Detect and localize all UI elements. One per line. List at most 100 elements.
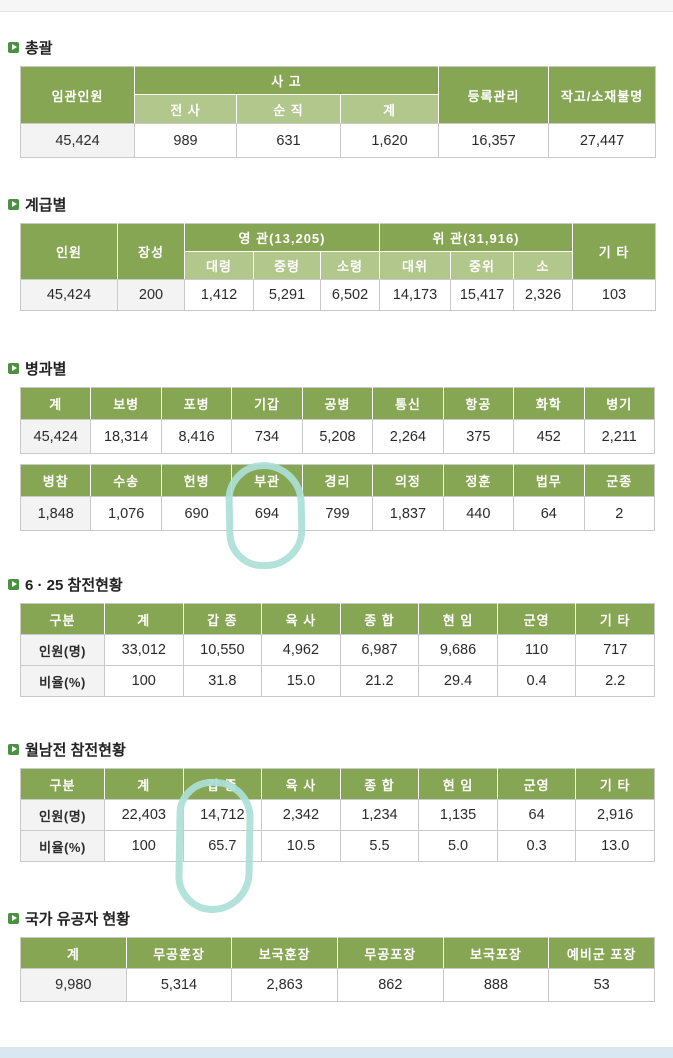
data-cell: 110 <box>496 634 577 666</box>
data-cell: 8,416 <box>160 419 233 454</box>
col-header: 통신 <box>372 387 444 420</box>
section-bullet-icon <box>8 362 19 374</box>
data-cell: 16,357 <box>438 123 549 158</box>
data-cell: 1,412 <box>184 279 254 311</box>
data-cell: 5.0 <box>418 830 498 862</box>
page-top-edge <box>0 0 673 12</box>
data-cell: 64 <box>513 496 585 531</box>
col-header-group: 영 관(13,205) <box>183 223 381 252</box>
data-cell: 14,712 <box>182 799 263 831</box>
data-cell: 5,291 <box>253 279 321 311</box>
col-header: 종 합 <box>339 768 420 800</box>
section-title-overall: 총괄 <box>8 38 655 57</box>
data-cell: 5.5 <box>339 830 420 862</box>
data-cell: 21.2 <box>339 665 420 697</box>
table-row: 1,848 1,076 690 694 799 1,837 440 64 2 <box>19 496 655 531</box>
col-subheader: 중위 <box>450 251 515 280</box>
data-cell: 1,135 <box>418 799 498 831</box>
col-header: 무공포장 <box>336 937 444 969</box>
data-cell: 862 <box>336 968 444 1002</box>
col-header: 갑 종 <box>182 603 263 635</box>
data-cell: 45,424 <box>20 279 118 311</box>
col-header: 계 <box>19 387 92 420</box>
section-korean-war: 6 · 25 참전현황 구분 계 갑 종 육 사 종 합 현 임 군영 기 타 … <box>8 575 655 697</box>
col-header: 구분 <box>20 768 105 800</box>
data-cell: 375 <box>442 419 515 454</box>
col-header: 기갑 <box>231 387 303 420</box>
row-label: 인원(명) <box>20 799 105 831</box>
data-cell: 15.0 <box>261 665 341 697</box>
data-cell: 6,502 <box>319 279 381 311</box>
section-by-rank: 계급별 인원 장성 영 관(13,205) 위 관(31,916) 기 타 대령… <box>8 195 657 311</box>
data-cell: 0.4 <box>496 665 577 697</box>
section-bullet-icon <box>8 41 19 53</box>
col-subheader: 대위 <box>379 251 452 280</box>
col-subheader: 계 <box>340 94 439 124</box>
data-cell: 1,837 <box>372 496 444 531</box>
section-title-text: 6 · 25 참전현황 <box>25 576 123 594</box>
section-title-text: 총괄 <box>25 39 53 57</box>
col-header: 계 <box>104 603 184 635</box>
col-header: 군종 <box>583 464 655 497</box>
section-title-korean-war: 6 · 25 참전현황 <box>8 575 655 594</box>
section-title-by-rank: 계급별 <box>8 195 655 214</box>
data-cell: 13.0 <box>575 830 655 862</box>
data-cell: 64 <box>496 799 577 831</box>
col-header: 부관 <box>231 464 303 497</box>
col-header: 보국훈장 <box>231 937 338 969</box>
col-header: 기 타 <box>572 223 657 280</box>
col-header: 의정 <box>372 464 444 497</box>
col-header: 헌병 <box>160 464 233 497</box>
data-cell: 53 <box>548 968 655 1002</box>
data-cell: 2,863 <box>231 968 338 1002</box>
section-overall: 총괄 임관인원 사 고 등록관리 작고/소재불명 전 사 순 직 계 45,42… <box>8 38 656 158</box>
col-subheader: 대령 <box>184 251 254 280</box>
col-subheader: 중령 <box>253 251 321 280</box>
data-cell: 65.7 <box>182 830 263 862</box>
col-header: 기 타 <box>575 768 655 800</box>
section-bullet-icon <box>8 578 19 590</box>
data-cell: 717 <box>575 634 655 666</box>
data-cell: 22,403 <box>104 799 184 831</box>
col-header: 화학 <box>513 387 585 420</box>
data-cell: 734 <box>231 419 303 454</box>
data-cell: 100 <box>104 665 184 697</box>
data-cell: 1,620 <box>340 123 439 158</box>
col-header: 계 <box>104 768 184 800</box>
col-header: 보국포장 <box>442 937 550 969</box>
table-by-branch-1: 계 보병 포병 기갑 공병 통신 항공 화학 병기 45,424 18,314 … <box>19 387 655 454</box>
col-header: 법무 <box>513 464 585 497</box>
col-header: 임관인원 <box>20 66 135 124</box>
data-cell: 14,173 <box>379 279 452 311</box>
col-header: 작고/소재불명 <box>548 66 656 124</box>
data-cell: 103 <box>572 279 657 311</box>
data-cell: 2,342 <box>261 799 341 831</box>
section-bullet-icon <box>8 198 19 210</box>
data-cell: 29.4 <box>418 665 498 697</box>
col-header-group: 사 고 <box>134 66 439 95</box>
data-cell: 2,264 <box>372 419 444 454</box>
data-cell: 2,916 <box>575 799 655 831</box>
data-cell: 2,326 <box>513 279 574 311</box>
data-cell: 1,076 <box>90 496 162 531</box>
col-subheader: 전 사 <box>134 94 237 124</box>
data-cell: 4,962 <box>261 634 341 666</box>
row-label: 비율(%) <box>20 665 105 697</box>
col-header: 육 사 <box>261 603 341 635</box>
section-title-national-merit: 국가 유공자 현황 <box>8 909 655 928</box>
data-cell: 888 <box>442 968 550 1002</box>
col-header: 군영 <box>496 768 577 800</box>
data-cell: 6,987 <box>339 634 420 666</box>
data-cell: 2.2 <box>575 665 655 697</box>
data-cell: 989 <box>134 123 237 158</box>
col-header: 종 합 <box>339 603 420 635</box>
row-label: 인원(명) <box>20 634 105 666</box>
data-cell: 45,424 <box>20 123 135 158</box>
data-cell: 10.5 <box>261 830 341 862</box>
data-cell: 1,234 <box>339 799 420 831</box>
col-header: 경리 <box>301 464 374 497</box>
col-header: 등록관리 <box>438 66 549 124</box>
data-cell: 440 <box>442 496 515 531</box>
col-header: 보병 <box>90 387 162 420</box>
col-header: 포병 <box>160 387 233 420</box>
